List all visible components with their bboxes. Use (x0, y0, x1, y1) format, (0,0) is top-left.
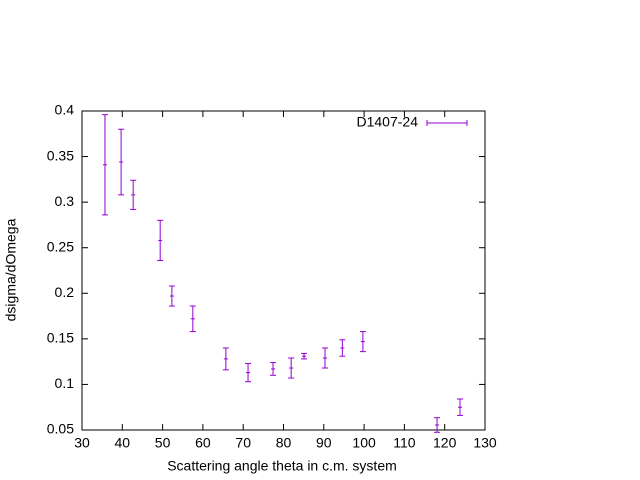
x-tick-label: 40 (115, 435, 131, 451)
y-tick-label: 0.3 (55, 193, 75, 209)
error-bar (222, 347, 229, 371)
y-tick-label: 0.25 (47, 238, 74, 254)
legend-label: D1407-24 (357, 114, 419, 130)
legend-symbol (426, 120, 468, 126)
error-bar (118, 128, 125, 196)
error-bar (189, 305, 196, 333)
y-axis-label: dsigma/dOmega (3, 218, 19, 321)
y-tick-label: 0.4 (55, 102, 75, 118)
error-bar (434, 417, 441, 433)
error-bar (288, 357, 295, 379)
y-tick-label: 0.1 (55, 375, 75, 391)
x-axis-label: Scattering angle theta in c.m. system (167, 458, 397, 474)
x-tick-label: 120 (433, 435, 457, 451)
error-bar (339, 339, 346, 357)
x-tick-label: 90 (316, 435, 332, 451)
x-tick-label: 70 (235, 435, 251, 451)
error-bar (157, 219, 164, 261)
error-bar (101, 114, 108, 216)
error-bar (270, 362, 277, 376)
error-bar (168, 285, 175, 307)
y-tick-label: 0.35 (47, 147, 74, 163)
x-tick-label: 80 (276, 435, 292, 451)
error-bar (245, 362, 252, 383)
plot-border (81, 110, 486, 431)
y-tick-label: 0.05 (47, 421, 74, 437)
x-tick-label: 130 (473, 435, 497, 451)
x-tick-label: 50 (155, 435, 171, 451)
error-bar (301, 352, 308, 360)
x-tick-label: 60 (195, 435, 211, 451)
x-tick-label: 110 (393, 435, 416, 451)
error-bar (359, 331, 366, 353)
y-tick-label: 0.2 (55, 284, 75, 300)
error-bar (457, 398, 464, 416)
error-bar (130, 179, 137, 210)
y-tick-label: 0.15 (47, 330, 74, 346)
x-tick-label: 100 (352, 435, 376, 451)
error-bar (322, 347, 329, 369)
x-tick-label: 30 (74, 435, 90, 451)
